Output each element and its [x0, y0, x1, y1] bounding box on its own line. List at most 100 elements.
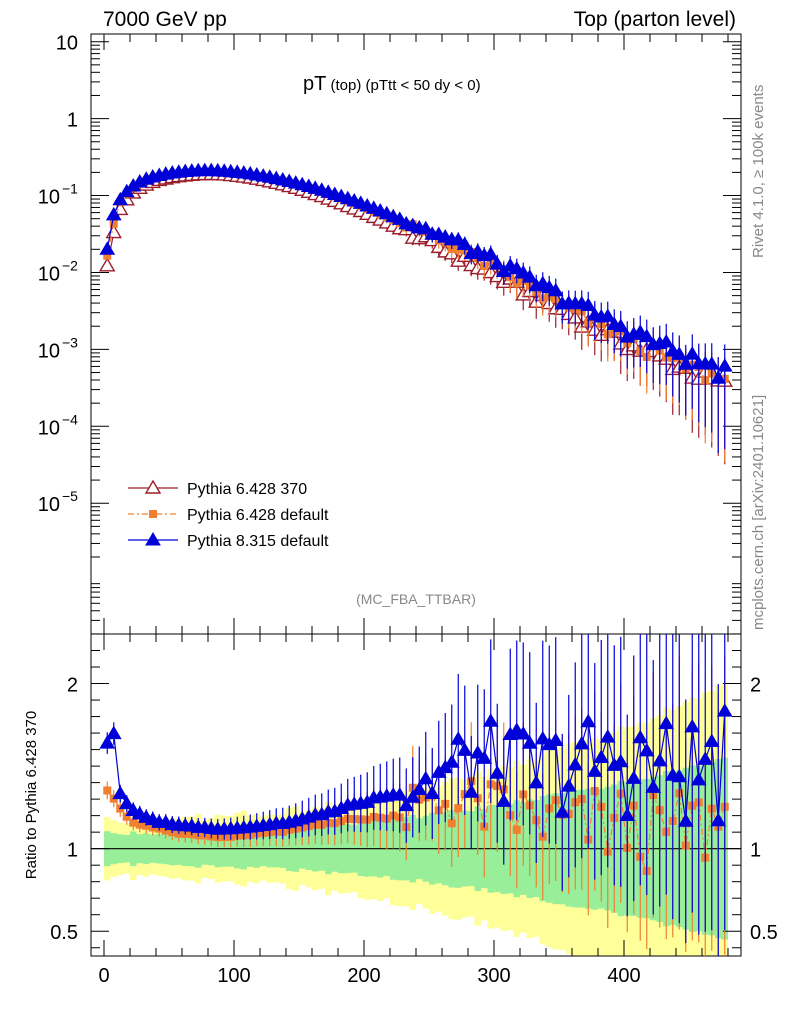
data-point: [710, 370, 727, 384]
data-point: [443, 754, 460, 768]
data-point: [142, 821, 151, 830]
data-point: [99, 241, 116, 255]
data-point: [135, 820, 144, 829]
main-y-tick-label: 10: [38, 187, 60, 209]
data-point: [625, 770, 642, 784]
data-point: [690, 771, 707, 786]
data-point: [456, 236, 473, 250]
data-point: [651, 752, 668, 767]
data-point: [476, 750, 493, 764]
data-point: [612, 318, 629, 332]
data-point: [658, 333, 675, 348]
data-point: [528, 774, 545, 789]
data-point: [515, 725, 532, 740]
data-point: [149, 510, 157, 518]
x-tick-label: 200: [347, 965, 380, 987]
axis-labels: pT (top) (pTtt < 50 dy < 0) (MC_FBA_TTBAR…: [23, 73, 481, 879]
series-2: [99, 162, 733, 956]
x-tick-label: 100: [217, 965, 250, 987]
data-point: [463, 784, 480, 798]
data-point: [534, 730, 551, 745]
data-point: [417, 220, 434, 235]
data-point: [599, 308, 616, 322]
main-y-tick-exponent: −2: [62, 257, 78, 273]
main-y-tick-label: 10: [38, 417, 60, 439]
data-point: [447, 819, 456, 828]
data-point: [671, 768, 688, 783]
data-point: [103, 251, 112, 260]
data-point: [593, 749, 610, 764]
data-point: [716, 703, 733, 717]
main-y-tick-label: 1: [67, 110, 78, 132]
ratio-y-tick-label-left: 1: [67, 840, 78, 862]
data-point: [573, 735, 590, 750]
ratio-y-tick-label-left: 0.5: [50, 922, 78, 944]
x-tick-label: 400: [607, 965, 640, 987]
data-point: [703, 733, 720, 748]
data-point: [697, 751, 714, 765]
header-right-text: Top (parton level): [573, 8, 736, 31]
data-point: [99, 735, 116, 749]
data-point: [482, 713, 499, 727]
series-layer: [99, 162, 733, 956]
data-point: [599, 729, 616, 743]
data-point: [482, 246, 499, 260]
data-point: [450, 731, 467, 745]
data-point: [547, 732, 564, 747]
data-point: [684, 346, 701, 360]
x-tick-label: 300: [477, 965, 510, 987]
plot-title: pT (top) (pTtt < 50 dy < 0): [303, 73, 481, 95]
ratio-y-tick-label-left: 2: [67, 675, 78, 697]
data-point: [489, 765, 506, 779]
data-point: [129, 818, 138, 827]
main-y-tick-exponent: −4: [62, 411, 78, 427]
mcplots-reference-label: mcplots.cern.ch [arXiv:2401.10621]: [750, 394, 767, 630]
data-point: [118, 795, 135, 810]
plot-title-sub: (top): [326, 77, 361, 94]
data-point: [122, 812, 131, 821]
ratio-y-tick-label-right: 1: [750, 840, 761, 862]
series-0: [99, 166, 733, 465]
data-point: [144, 479, 162, 494]
data-point: [417, 770, 434, 785]
data-point: [495, 793, 512, 807]
data-point: [145, 532, 161, 546]
data-point: [103, 786, 112, 795]
data-point: [677, 813, 694, 827]
x-tick-label: 0: [98, 965, 109, 987]
data-point: [658, 715, 675, 730]
data-point: [645, 779, 662, 793]
legend-label: Pythia 6.428 default: [187, 507, 329, 524]
data-point: [521, 735, 538, 749]
data-point: [612, 753, 629, 768]
data-point: [684, 718, 701, 733]
data-point: [411, 781, 428, 796]
plot-title-cut: (pTtt < 50 dy < 0): [361, 77, 480, 94]
data-point: [391, 787, 408, 801]
main-y-tick-exponent: −1: [62, 181, 78, 197]
legend-label: Pythia 8.315 default: [187, 533, 329, 550]
legend: Pythia 6.428 370 Pythia 6.428 default Pyth…: [128, 479, 329, 550]
data-point: [580, 297, 597, 312]
data-point: [398, 797, 415, 812]
data-point: [456, 742, 473, 756]
analysis-tag: (MC_FBA_TTBAR): [356, 591, 476, 607]
data-point: [554, 804, 571, 818]
data-point: [716, 358, 733, 372]
data-point: [619, 807, 636, 821]
data-point: [99, 257, 116, 272]
data-point: [105, 206, 122, 221]
main-y-tick-exponent: −3: [62, 334, 78, 350]
data-point: [677, 356, 694, 370]
data-point: [105, 725, 122, 740]
data-point: [638, 328, 655, 343]
data-point: [109, 219, 118, 228]
data-point: [521, 269, 538, 283]
ratio-y-axis-label: Ratio to Pythia 6.428 370: [23, 711, 40, 879]
main-y-tick-label: 10: [38, 340, 60, 362]
data-point: [404, 789, 421, 803]
data-point: [454, 804, 463, 813]
data-point: [424, 785, 441, 799]
